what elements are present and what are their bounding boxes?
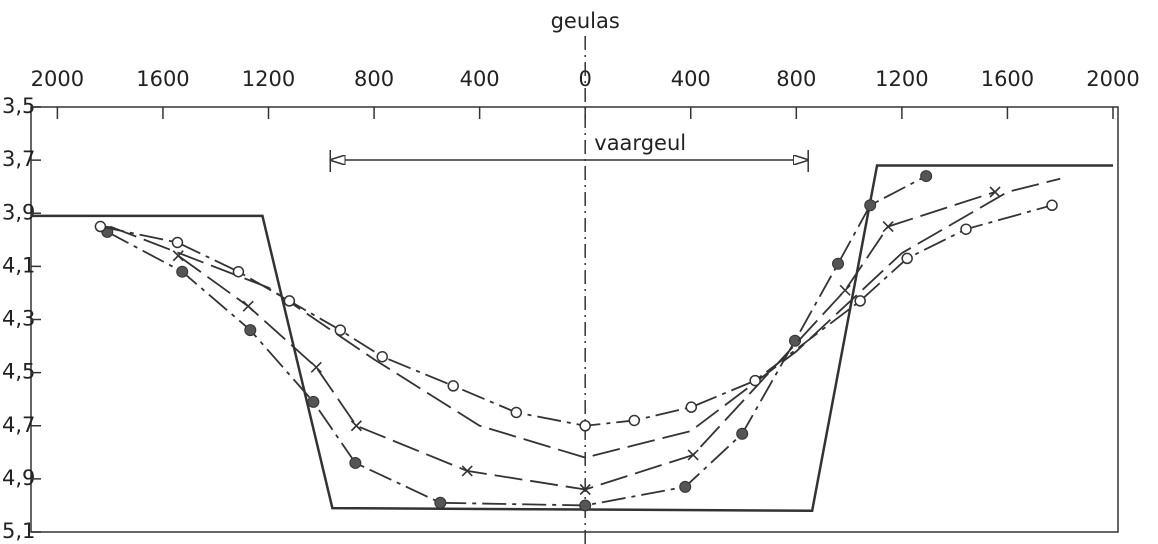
point: [232, 265, 245, 278]
series-line: [177, 191, 996, 491]
point: [434, 496, 447, 509]
point: [854, 295, 866, 307]
point: [989, 186, 1001, 198]
y-tick-label: 5,1: [2, 519, 35, 543]
point: [171, 236, 184, 249]
point: [461, 465, 473, 477]
point: [172, 250, 184, 262]
point: [882, 220, 894, 233]
point: [350, 420, 362, 432]
y-tick-label: 4,1: [2, 253, 35, 277]
point: [447, 380, 459, 392]
x-tick-label: 1200: [242, 67, 295, 91]
x-tick-label: 1600: [981, 67, 1034, 91]
series-line: [109, 177, 1061, 459]
point: [307, 395, 320, 408]
x-tick-label: 2000: [1086, 67, 1139, 91]
point: [349, 456, 362, 469]
series-line: [100, 204, 1053, 427]
point: [283, 295, 296, 307]
y-tick-label: 3,9: [2, 200, 35, 224]
point: [920, 170, 933, 183]
point: [749, 374, 761, 387]
x-tick-label: 800: [776, 67, 816, 91]
point: [1046, 199, 1058, 212]
point: [679, 480, 692, 493]
x-tick-label: 0: [579, 67, 592, 91]
point: [242, 300, 254, 312]
channel-label: vaargeul: [594, 131, 686, 155]
axis-label: geulas: [551, 9, 620, 33]
x-tick-label: 400: [460, 67, 500, 91]
y-tick-label: 4,3: [2, 307, 35, 331]
y-tick-label: 4,5: [2, 360, 35, 384]
point: [687, 449, 699, 461]
point: [788, 334, 801, 347]
series-line: [31, 164, 1113, 513]
point: [244, 324, 257, 337]
y-tick-label: 3,5: [2, 94, 35, 118]
y-tick-label: 4,7: [2, 413, 35, 437]
point: [864, 199, 877, 212]
plot-frame: [30, 106, 1119, 533]
point: [901, 252, 913, 265]
point: [334, 324, 347, 336]
point: [94, 220, 107, 233]
point: [839, 284, 851, 296]
x-tick-label: 2000: [31, 67, 84, 91]
x-tick-label: 800: [354, 67, 394, 91]
point: [176, 265, 189, 278]
y-tick-label: 3,7: [2, 147, 35, 171]
point: [628, 414, 641, 427]
point: [736, 427, 749, 440]
point: [376, 350, 389, 363]
x-tick-label: 1600: [136, 67, 189, 91]
series-line: [106, 175, 927, 507]
point: [510, 406, 523, 419]
point: [310, 361, 322, 373]
point: [685, 401, 698, 413]
point: [960, 223, 972, 235]
point: [579, 420, 591, 432]
point: [832, 257, 845, 270]
point: [579, 483, 591, 496]
point: [579, 499, 592, 512]
y-tick-label: 4,9: [2, 466, 35, 490]
x-tick-label: 400: [671, 67, 711, 91]
x-tick-label: 1200: [875, 67, 928, 91]
